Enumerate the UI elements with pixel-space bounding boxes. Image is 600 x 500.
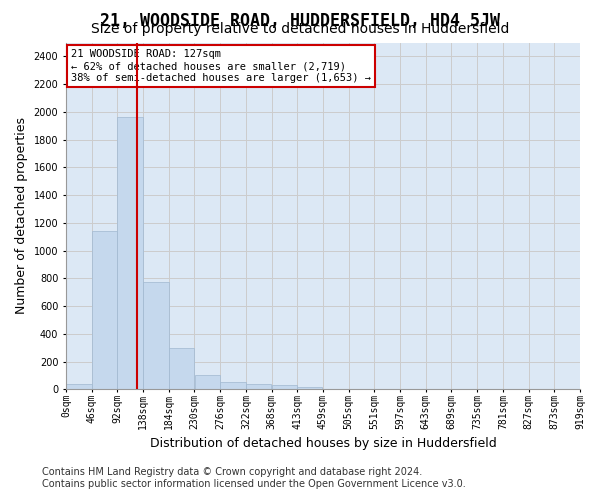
Bar bbox=[66, 384, 92, 389]
Bar bbox=[246, 384, 271, 389]
Y-axis label: Number of detached properties: Number of detached properties bbox=[15, 118, 28, 314]
Bar bbox=[194, 374, 220, 389]
X-axis label: Distribution of detached houses by size in Huddersfield: Distribution of detached houses by size … bbox=[149, 437, 496, 450]
Text: Contains HM Land Registry data © Crown copyright and database right 2024.
Contai: Contains HM Land Registry data © Crown c… bbox=[42, 468, 466, 489]
Bar bbox=[118, 118, 143, 389]
Bar bbox=[92, 231, 117, 389]
Bar bbox=[143, 282, 169, 389]
Bar bbox=[297, 387, 322, 389]
Bar bbox=[169, 348, 194, 389]
Text: 21 WOODSIDE ROAD: 127sqm
← 62% of detached houses are smaller (2,719)
38% of sem: 21 WOODSIDE ROAD: 127sqm ← 62% of detach… bbox=[71, 50, 371, 82]
Text: Size of property relative to detached houses in Huddersfield: Size of property relative to detached ho… bbox=[91, 22, 509, 36]
Bar bbox=[220, 382, 246, 389]
Text: 21, WOODSIDE ROAD, HUDDERSFIELD, HD4 5JW: 21, WOODSIDE ROAD, HUDDERSFIELD, HD4 5JW bbox=[100, 12, 500, 30]
Bar bbox=[272, 386, 297, 389]
